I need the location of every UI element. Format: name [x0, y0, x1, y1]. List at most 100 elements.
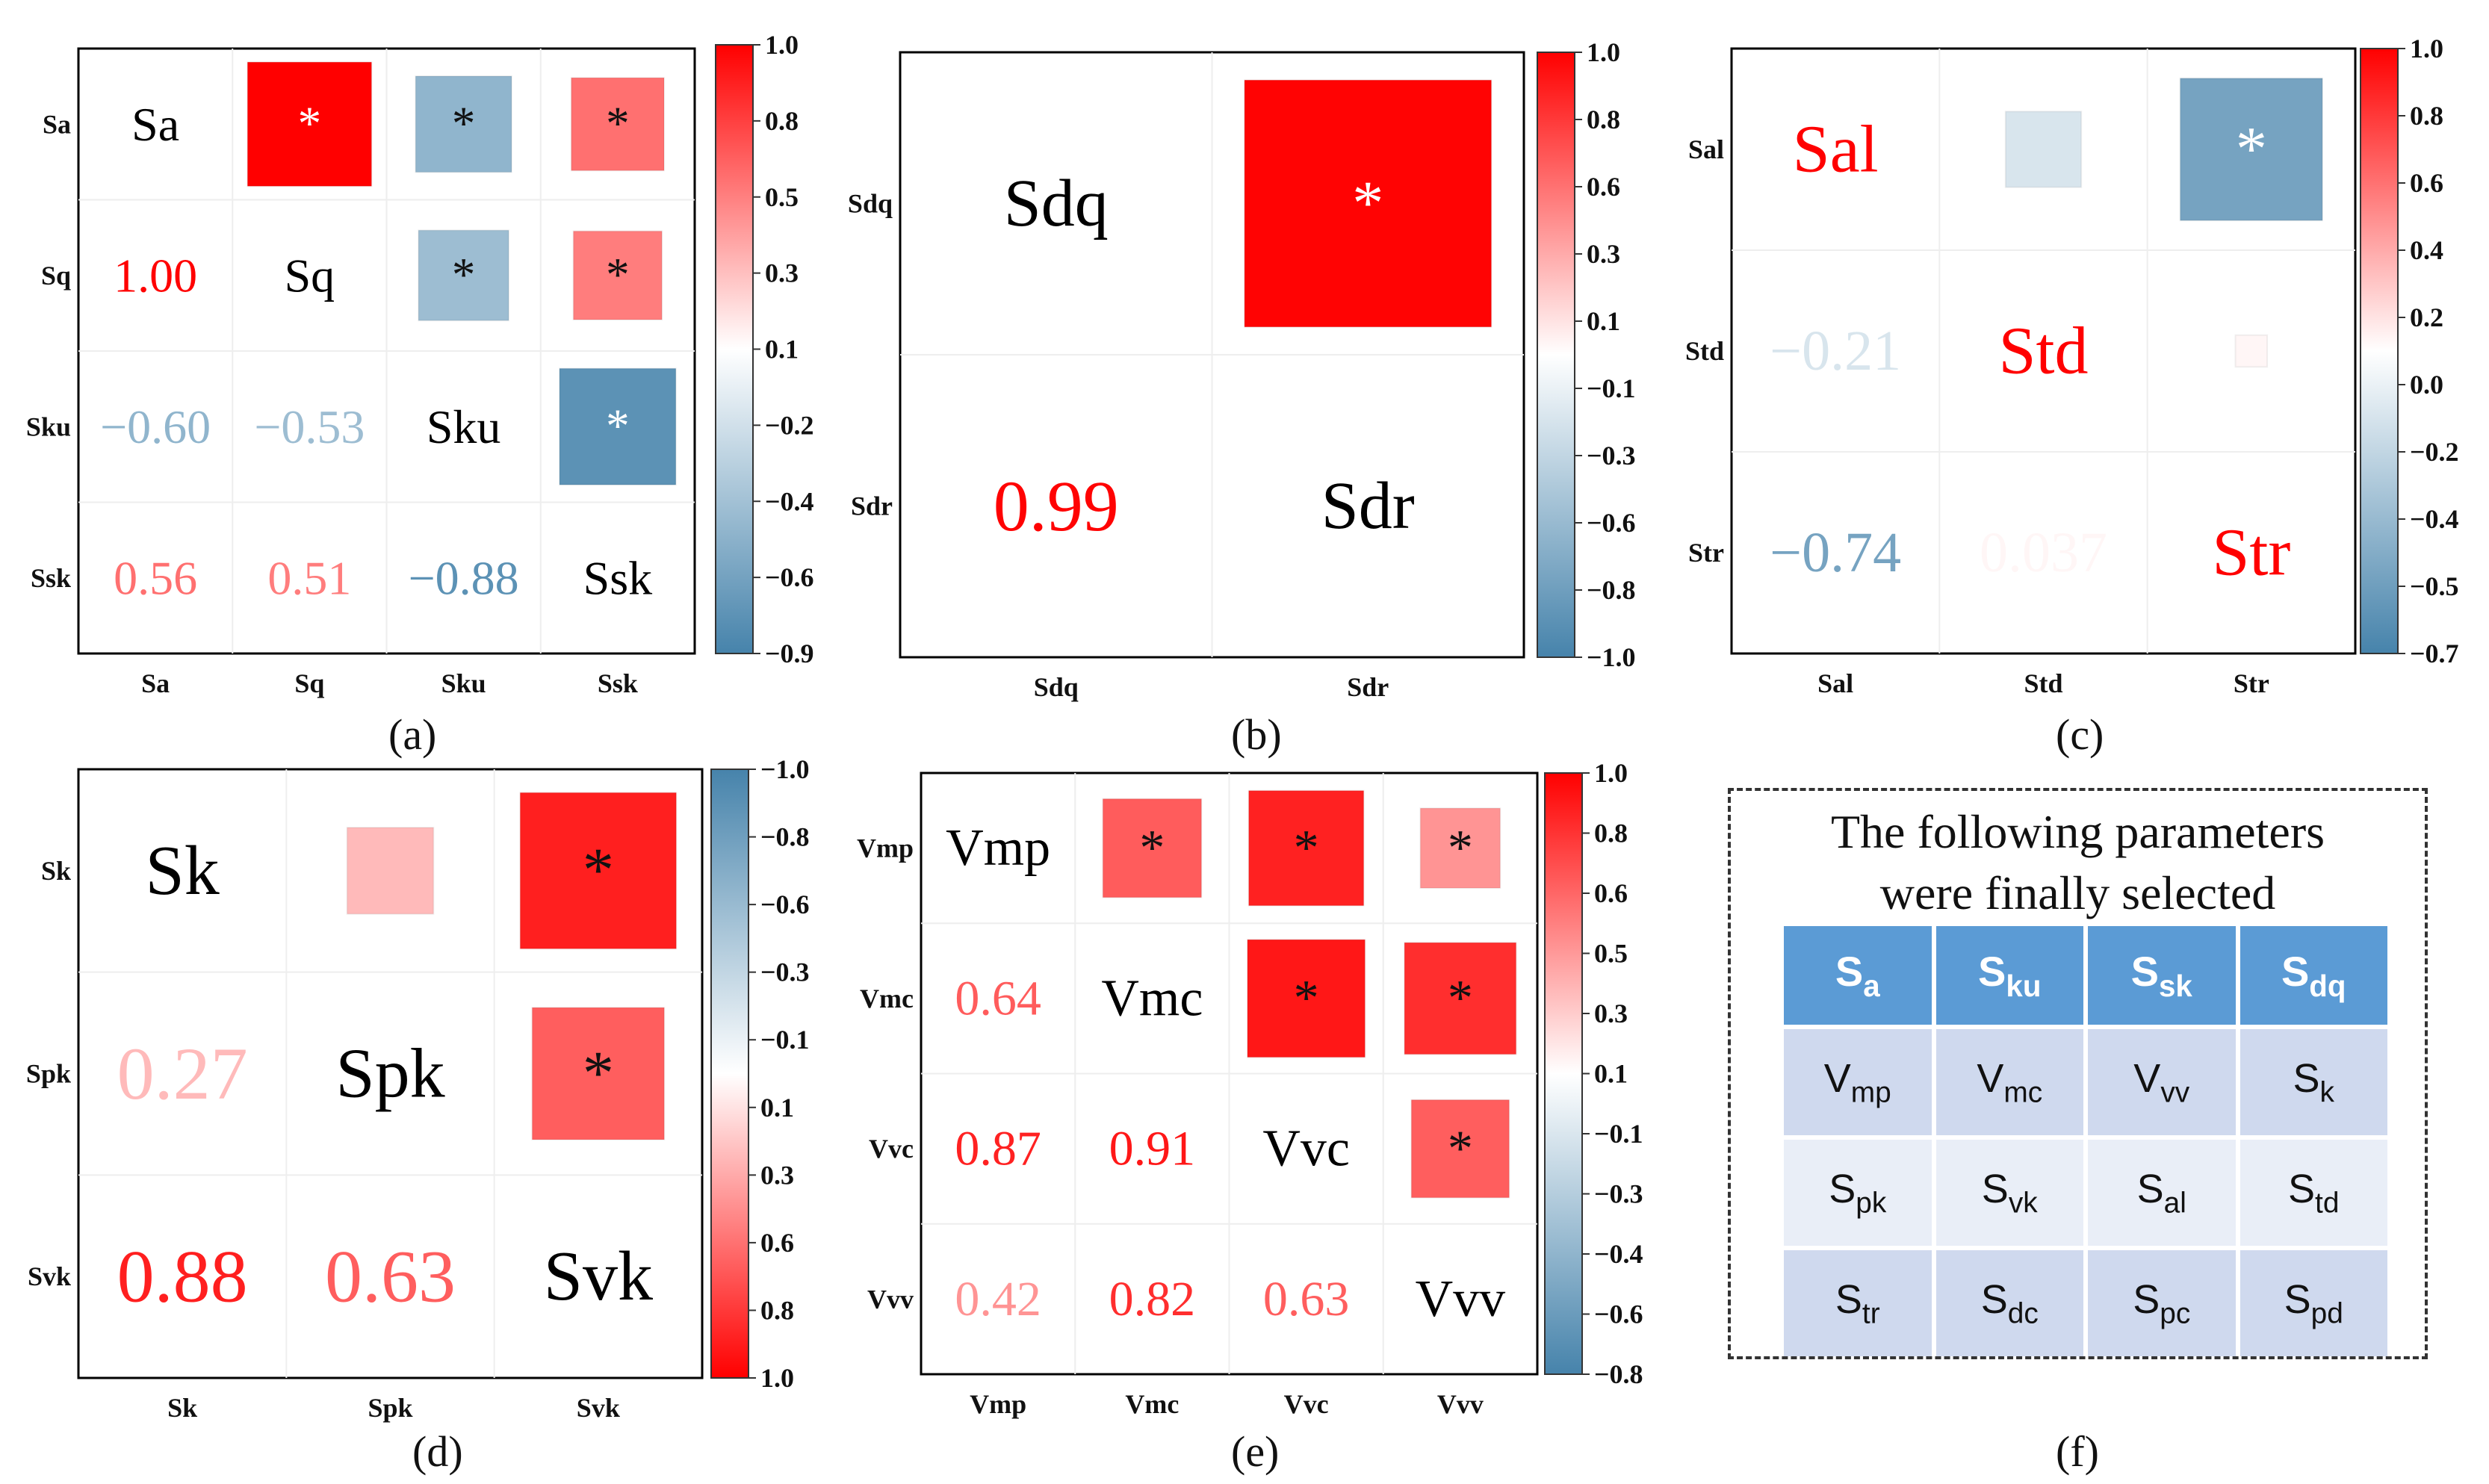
correlation-value: 0.99	[994, 466, 1119, 546]
colorbar-tick-label: −0.3	[760, 957, 810, 987]
colorbar-tick-label: 1.0	[765, 30, 799, 60]
table-row: Spk Svk Sal Std	[1784, 1140, 2387, 1246]
diagonal-label: Vvc	[1262, 1120, 1350, 1178]
colorbar-tick-label: 0.3	[760, 1160, 794, 1190]
significance-star: *	[452, 249, 476, 301]
table-header-row: Sa Sku Ssk Sdq	[1784, 926, 2387, 1025]
significance-star: *	[452, 97, 476, 149]
correlation-value: −0.60	[100, 400, 211, 453]
diagonal-label: Sku	[427, 400, 501, 453]
correlation-square	[2004, 111, 2083, 188]
table-row: Str Sdc Spc Spd	[1784, 1250, 2387, 1356]
colorbar-tick-label: −0.9	[765, 639, 814, 668]
colorbar-tick-label: −1.0	[1587, 642, 1636, 672]
x-tick-label: Sa	[141, 668, 170, 698]
y-tick-label: Svk	[28, 1261, 71, 1291]
colorbar-tick-label: 0.0	[2410, 370, 2443, 400]
heatmap-3: Sal * −0.21 Std −0.74 0.037 Str Sal Sal Std Std Str…	[1685, 34, 2459, 698]
table-cell: Spd	[2240, 1250, 2387, 1356]
significance-star: *	[583, 1038, 614, 1108]
table-row: Vmp Vmc Vvv Sk	[1784, 1029, 2387, 1135]
significance-star: *	[1448, 1120, 1473, 1176]
colorbar-tick-label: 0.1	[1587, 306, 1620, 336]
colorbar	[2360, 48, 2399, 654]
colorbar-tick-label: 0.8	[2410, 101, 2443, 131]
significance-star: *	[1448, 819, 1473, 875]
diagonal-label: Svk	[544, 1238, 653, 1315]
correlation-value: −0.53	[254, 400, 365, 453]
colorbar-tick-label: −1.0	[760, 754, 810, 784]
correlation-value: 0.51	[267, 551, 351, 604]
diagonal-label: Sdr	[1321, 469, 1415, 543]
table-cell: Sal	[2088, 1140, 2236, 1246]
panel-label-d: (d)	[412, 1427, 463, 1476]
significance-star: *	[606, 400, 630, 452]
panel-label-c: (c)	[2056, 710, 2104, 759]
colorbar-tick-label: −0.6	[1594, 1300, 1643, 1329]
selected-parameters-table: Sa Sku Ssk Sdq Vmp Vmc Vvv Sk Spk Svk Sa…	[1779, 922, 2392, 1361]
significance-star: *	[583, 836, 614, 905]
selected-parameters-title-line1: The following parameters	[1830, 805, 2325, 858]
correlation-square	[531, 1007, 666, 1140]
correlation-value: −0.74	[1770, 521, 1901, 584]
table-cell: Svk	[1935, 1140, 2083, 1246]
x-tick-label: Vmp	[970, 1389, 1026, 1419]
colorbar-tick-label: 1.0	[1587, 37, 1620, 67]
colorbar-tick-label: −0.2	[765, 410, 814, 440]
colorbar-tick-label: −0.1	[1587, 373, 1636, 403]
table-cell: Spk	[1784, 1140, 1932, 1246]
diagonal-label: Vmc	[1101, 969, 1203, 1027]
table-header-cell: Sku	[1935, 926, 2083, 1025]
y-tick-label: Sdr	[851, 491, 893, 521]
x-tick-label: Sdq	[1034, 672, 1079, 702]
diagonal-label: Sa	[131, 98, 179, 151]
colorbar-tick-label: 0.3	[1587, 239, 1620, 269]
colorbar-tick-label: −0.4	[1594, 1239, 1643, 1269]
correlation-value: −0.21	[1770, 320, 1901, 382]
y-tick-label: Sk	[41, 856, 71, 886]
correlation-value: 1.00	[114, 249, 197, 302]
correlation-value: 0.91	[1109, 1122, 1196, 1176]
colorbar	[710, 769, 749, 1379]
correlation-value: 0.64	[955, 971, 1041, 1025]
colorbar-tick-label: −0.8	[760, 822, 810, 852]
correlation-value: 0.88	[117, 1235, 248, 1318]
correlation-square	[2234, 334, 2269, 368]
x-tick-label: Spk	[368, 1393, 412, 1423]
correlation-square	[418, 229, 510, 322]
heatmap-1: Sa * * * 1.00 Sq * * −0.60 −0.53 Sku * 0.56 0.51 −0.88…	[26, 30, 814, 698]
table-header-cell: Ssk	[2088, 926, 2236, 1025]
diagonal-label: Ssk	[583, 551, 653, 604]
correlation-value: 0.56	[114, 551, 197, 604]
colorbar-tick-label: 0.5	[1594, 939, 1628, 969]
diagonal-label: Spk	[335, 1035, 444, 1113]
correlation-square	[1244, 79, 1493, 328]
significance-star: *	[1352, 168, 1383, 237]
diagonal-label: Sdq	[1004, 167, 1109, 240]
table-header-cell: Sa	[1784, 926, 1932, 1025]
y-tick-label: Vmp	[857, 833, 914, 863]
colorbar-tick-label: −0.6	[1587, 508, 1636, 538]
correlation-square	[572, 230, 663, 321]
y-tick-label: Vvv	[867, 1284, 914, 1314]
colorbar-tick-label: −0.7	[2410, 639, 2459, 668]
significance-star: *	[1139, 819, 1165, 875]
panel-label-b: (b)	[1231, 710, 1282, 759]
x-tick-label: Ssk	[598, 668, 638, 698]
colorbar-tick-label: −0.1	[760, 1025, 810, 1055]
colorbar-tick-label: 0.6	[1587, 172, 1620, 202]
table-cell: Spc	[2088, 1250, 2236, 1356]
colorbar-tick-label: 1.0	[760, 1363, 794, 1393]
y-tick-label: Sdq	[848, 189, 893, 219]
colorbar-tick-label: −0.5	[2410, 571, 2459, 601]
significance-star: *	[606, 97, 630, 149]
correlation-square	[558, 367, 677, 486]
selected-parameters-title: The following parameters were finally se…	[1731, 801, 2425, 924]
y-tick-label: Sa	[43, 109, 71, 139]
x-tick-label: Sku	[441, 668, 486, 698]
colorbar-tick-label: −0.3	[1594, 1179, 1643, 1209]
y-tick-label: Vvc	[869, 1134, 914, 1164]
colorbar-tick-label: 0.8	[1587, 105, 1620, 134]
correlation-square	[1102, 798, 1203, 898]
panel-label-f: (f)	[2056, 1427, 2099, 1476]
